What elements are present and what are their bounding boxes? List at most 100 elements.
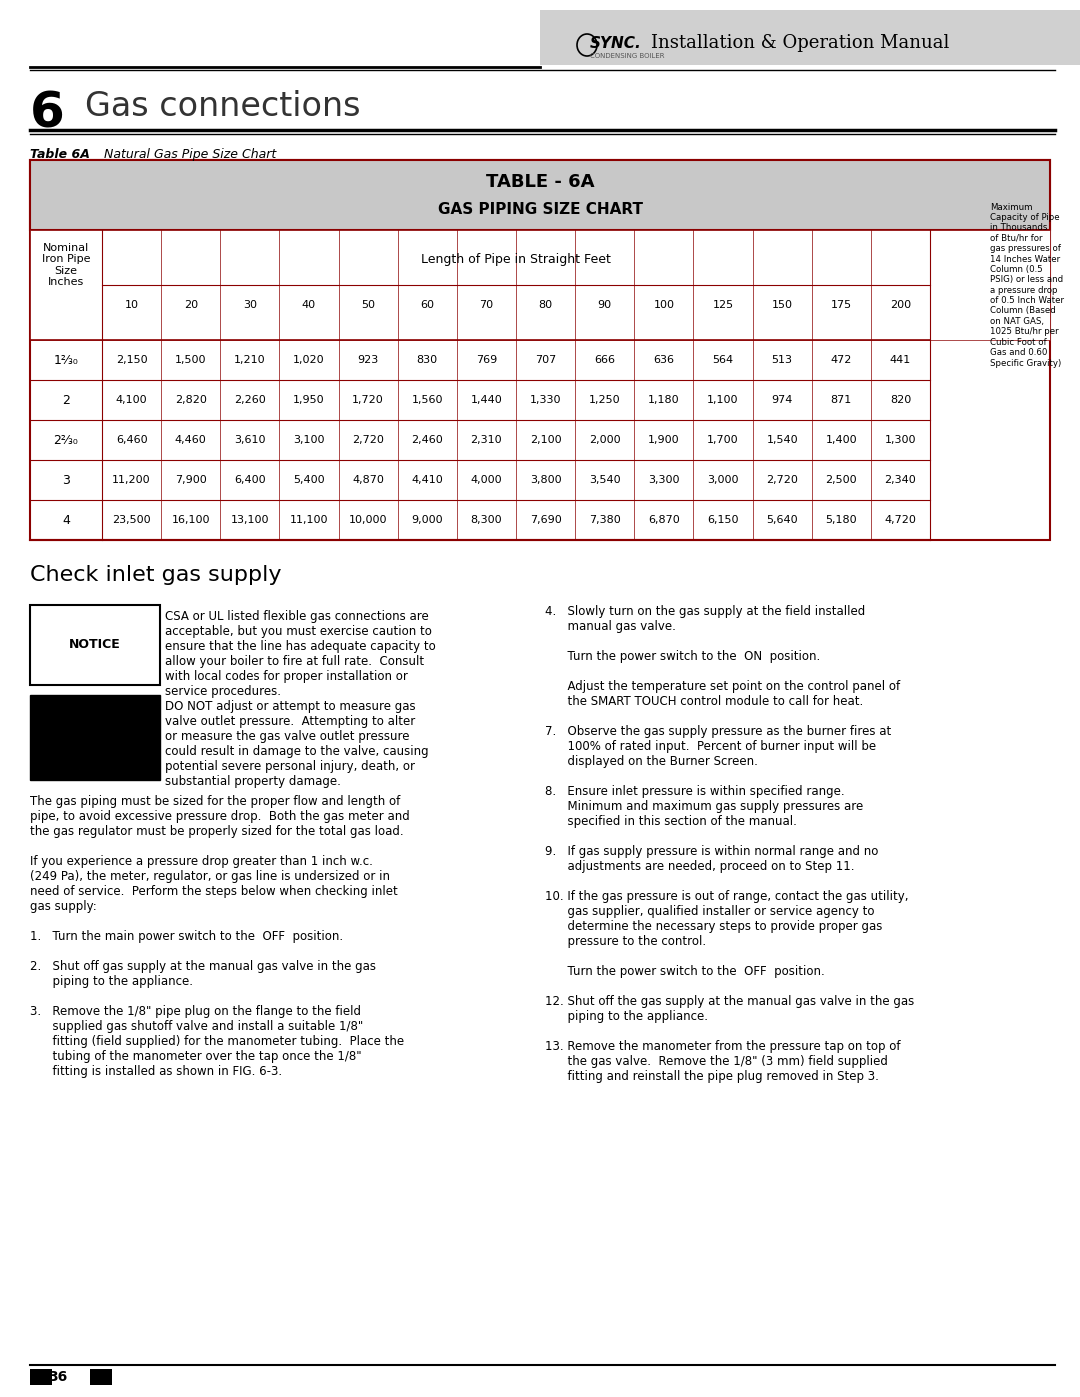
- Text: 125: 125: [713, 300, 733, 310]
- Bar: [30, 1369, 52, 1384]
- Text: 175: 175: [831, 300, 852, 310]
- Text: 4,100: 4,100: [116, 395, 147, 405]
- Text: 6,400: 6,400: [234, 475, 266, 485]
- Text: 923: 923: [357, 355, 379, 365]
- Bar: [30, 161, 1050, 541]
- Text: 6: 6: [30, 89, 65, 138]
- Text: 2,260: 2,260: [234, 395, 266, 405]
- Text: 1,950: 1,950: [293, 395, 325, 405]
- Text: 3,800: 3,800: [530, 475, 562, 485]
- Bar: [30, 231, 1050, 339]
- Text: 666: 666: [594, 355, 616, 365]
- Text: 871: 871: [831, 395, 852, 405]
- Text: 50: 50: [361, 300, 375, 310]
- Text: 30: 30: [243, 300, 257, 310]
- Text: 3,100: 3,100: [294, 434, 325, 446]
- Text: 13,100: 13,100: [231, 515, 269, 525]
- Text: 1,180: 1,180: [648, 395, 679, 405]
- Text: 513: 513: [771, 355, 793, 365]
- Bar: [30, 605, 160, 685]
- Text: 4.   Slowly turn on the gas supply at the field installed
      manual gas valve: 4. Slowly turn on the gas supply at the …: [545, 605, 915, 1083]
- Text: 2: 2: [62, 394, 70, 407]
- Text: 1,500: 1,500: [175, 355, 206, 365]
- Text: 2,820: 2,820: [175, 395, 206, 405]
- Text: 707: 707: [535, 355, 556, 365]
- Text: 1,720: 1,720: [352, 395, 384, 405]
- Text: GAS PIPING SIZE CHART: GAS PIPING SIZE CHART: [437, 203, 643, 218]
- Text: 1,330: 1,330: [530, 395, 562, 405]
- Text: 2,460: 2,460: [411, 434, 443, 446]
- Text: 830: 830: [417, 355, 437, 365]
- Text: Natural Gas Pipe Size Chart: Natural Gas Pipe Size Chart: [100, 148, 276, 161]
- Text: 10,000: 10,000: [349, 515, 388, 525]
- Text: 7,380: 7,380: [589, 515, 621, 525]
- Text: 2,310: 2,310: [471, 434, 502, 446]
- Text: The gas piping must be sized for the proper flow and length of
pipe, to avoid ex: The gas piping must be sized for the pro…: [30, 795, 409, 1078]
- Text: 200: 200: [890, 300, 912, 310]
- Text: 820: 820: [890, 395, 912, 405]
- Text: 4: 4: [62, 514, 70, 527]
- Text: 6,150: 6,150: [707, 515, 739, 525]
- Text: Maximum
Capacity of Pipe
in Thousands
of Btu/hr for
gas pressures of
14 Inches W: Maximum Capacity of Pipe in Thousands of…: [990, 203, 1064, 367]
- Text: 1,250: 1,250: [589, 395, 621, 405]
- Bar: [30, 161, 1050, 231]
- Text: 70: 70: [480, 300, 494, 310]
- Text: 1,400: 1,400: [825, 434, 858, 446]
- Text: 6,460: 6,460: [116, 434, 147, 446]
- Text: 3,540: 3,540: [589, 475, 621, 485]
- Text: DO NOT adjust or attempt to measure gas
valve outlet pressure.  Attempting to al: DO NOT adjust or attempt to measure gas …: [165, 700, 429, 788]
- Text: 564: 564: [713, 355, 733, 365]
- Text: 2,720: 2,720: [766, 475, 798, 485]
- Text: 7,900: 7,900: [175, 475, 206, 485]
- Text: 1,020: 1,020: [293, 355, 325, 365]
- Text: 2,000: 2,000: [589, 434, 621, 446]
- Text: 2,150: 2,150: [116, 355, 147, 365]
- Text: 1⅔₀: 1⅔₀: [54, 353, 79, 366]
- Text: 1,300: 1,300: [885, 434, 916, 446]
- Text: 441: 441: [890, 355, 912, 365]
- Text: 4,720: 4,720: [885, 515, 916, 525]
- Text: Nominal
Iron Pipe
Size
Inches: Nominal Iron Pipe Size Inches: [42, 243, 91, 288]
- Text: 1,440: 1,440: [471, 395, 502, 405]
- Text: 974: 974: [771, 395, 793, 405]
- Text: 8,300: 8,300: [471, 515, 502, 525]
- Text: CSA or UL listed flexible gas connections are
acceptable, but you must exercise : CSA or UL listed flexible gas connection…: [165, 610, 435, 698]
- Text: 2,100: 2,100: [530, 434, 562, 446]
- Text: 11,200: 11,200: [112, 475, 151, 485]
- Text: 16,100: 16,100: [172, 515, 210, 525]
- Bar: [30, 694, 160, 780]
- Text: 5,640: 5,640: [767, 515, 798, 525]
- Text: 7,690: 7,690: [529, 515, 562, 525]
- Text: 9,000: 9,000: [411, 515, 443, 525]
- Text: SYNC.: SYNC.: [590, 35, 642, 50]
- Text: Check inlet gas supply: Check inlet gas supply: [30, 564, 282, 585]
- Text: 4,460: 4,460: [175, 434, 206, 446]
- Text: 1,560: 1,560: [411, 395, 443, 405]
- Text: 2,720: 2,720: [352, 434, 384, 446]
- Text: 6,870: 6,870: [648, 515, 679, 525]
- Text: 472: 472: [831, 355, 852, 365]
- Text: 11,100: 11,100: [289, 515, 328, 525]
- Text: 1,100: 1,100: [707, 395, 739, 405]
- Text: 20: 20: [184, 300, 198, 310]
- Text: 5,180: 5,180: [825, 515, 858, 525]
- Text: 150: 150: [771, 300, 793, 310]
- Text: Gas connections: Gas connections: [85, 89, 361, 123]
- Text: 3,300: 3,300: [648, 475, 679, 485]
- Text: 3,000: 3,000: [707, 475, 739, 485]
- Text: 4,410: 4,410: [411, 475, 443, 485]
- Text: CONDENSING BOILER: CONDENSING BOILER: [590, 53, 664, 59]
- Bar: [540, 10, 1080, 66]
- Text: Table 6A: Table 6A: [30, 148, 90, 161]
- Text: 2,500: 2,500: [825, 475, 858, 485]
- Text: 80: 80: [539, 300, 553, 310]
- Text: 3,610: 3,610: [234, 434, 266, 446]
- Text: NOTICE: NOTICE: [69, 638, 121, 651]
- Text: 40: 40: [302, 300, 316, 310]
- Text: 90: 90: [597, 300, 611, 310]
- Text: Length of Pipe in Straight Feet: Length of Pipe in Straight Feet: [421, 253, 611, 267]
- Text: Installation & Operation Manual: Installation & Operation Manual: [651, 34, 949, 52]
- Text: TABLE - 6A: TABLE - 6A: [486, 173, 594, 191]
- Text: 10: 10: [124, 300, 138, 310]
- Text: 4,000: 4,000: [471, 475, 502, 485]
